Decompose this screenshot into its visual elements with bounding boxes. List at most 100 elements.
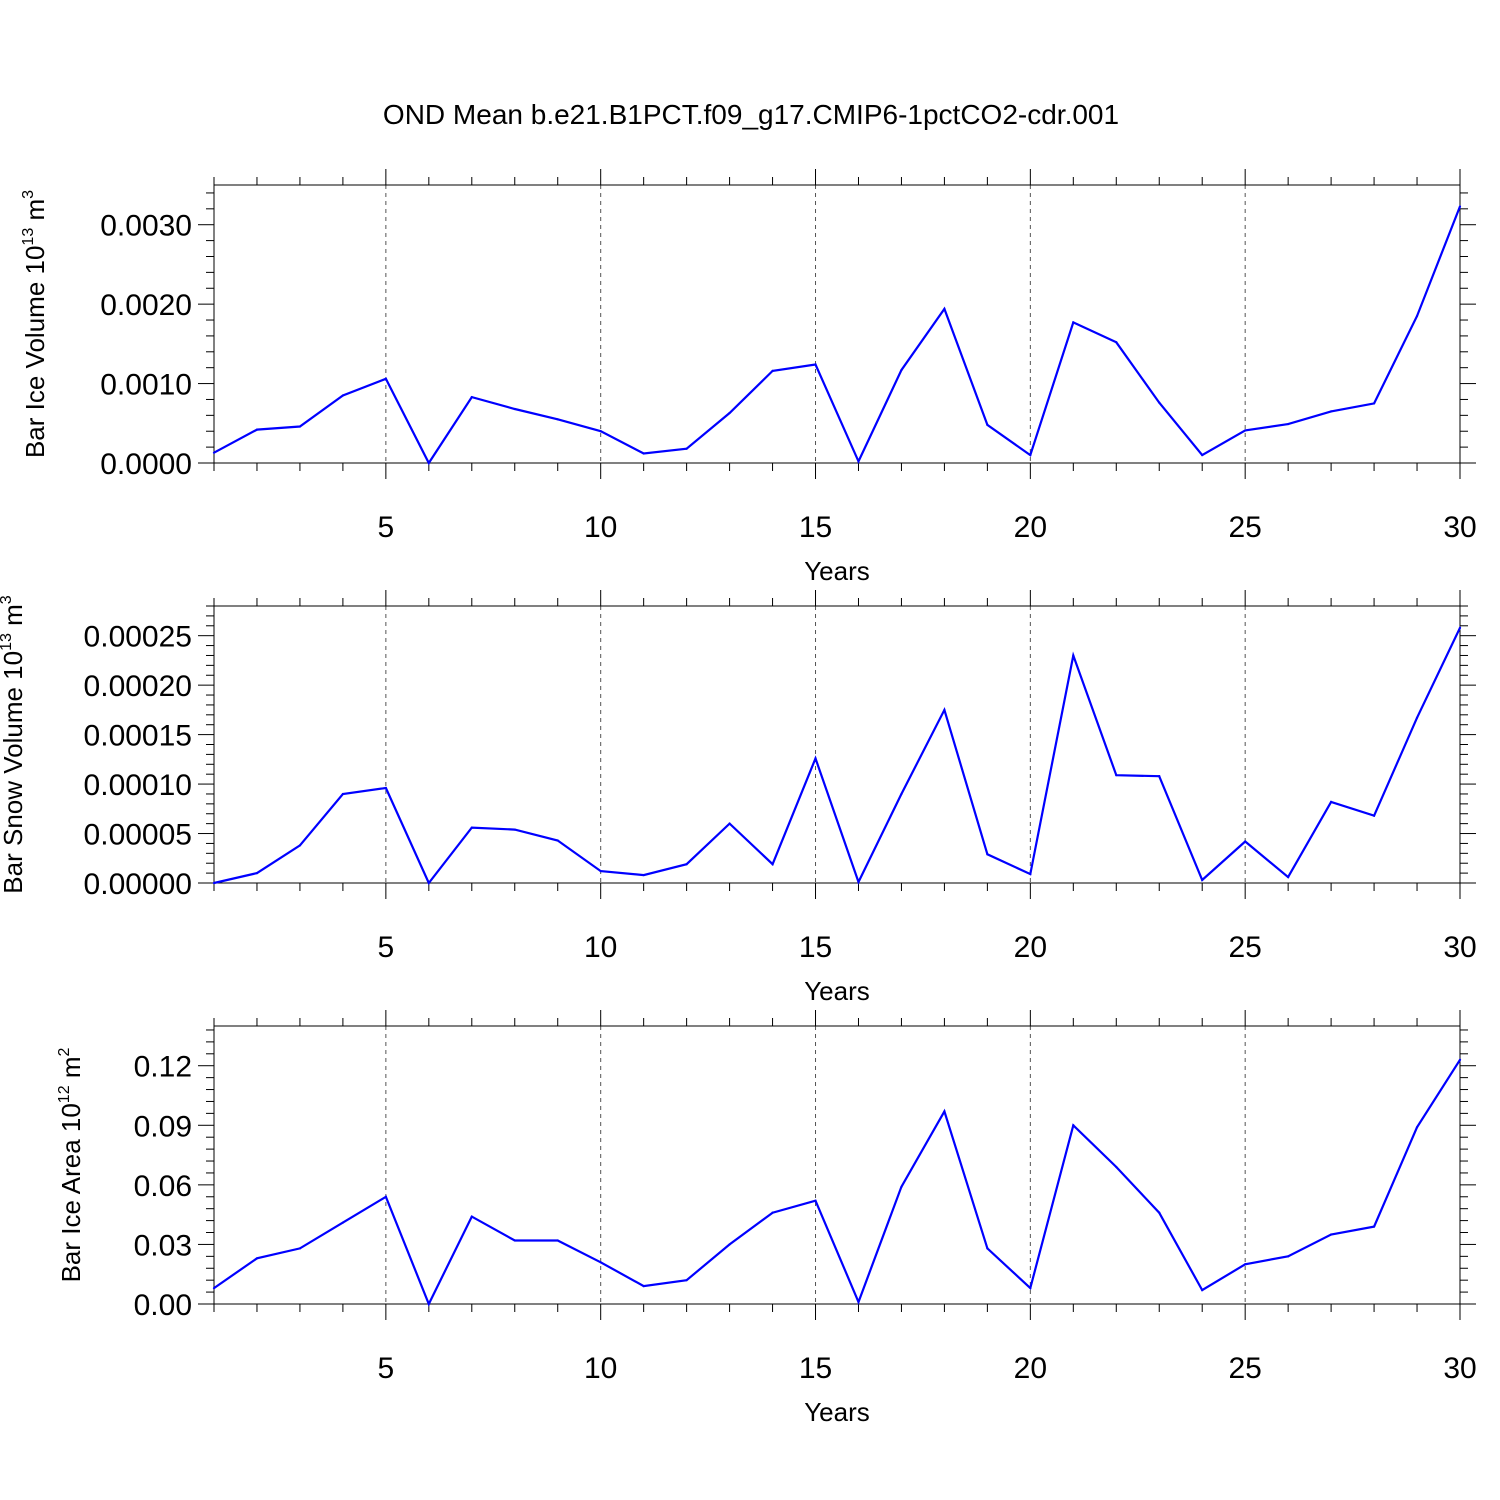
data-point: [814, 757, 817, 760]
data-point: [857, 880, 860, 884]
x-tick-label: 25: [1228, 931, 1261, 964]
data-point: [771, 1211, 774, 1214]
data-point: [384, 377, 387, 380]
x-tick-label: 20: [1014, 1352, 1047, 1385]
x-tick-label: 5: [378, 1352, 395, 1385]
data-point: [427, 1302, 430, 1306]
x-tick-label: 5: [378, 511, 395, 544]
data-point: [900, 792, 903, 796]
data-point: [212, 1287, 216, 1290]
data-point: [341, 792, 344, 796]
data-point: [642, 1285, 645, 1288]
y-tick-label: 0.09: [134, 1110, 192, 1143]
x-tick-label: 30: [1443, 511, 1476, 544]
x-tick-label: 20: [1014, 511, 1047, 544]
data-point: [986, 423, 989, 426]
data-point: [599, 430, 602, 433]
data-point: [900, 368, 903, 372]
data-point: [642, 873, 645, 877]
data-point: [427, 461, 430, 465]
data-point: [384, 786, 387, 790]
data-point: [1115, 774, 1118, 777]
data-point: [1458, 1058, 1462, 1061]
y-tick-label: 0.00025: [84, 621, 192, 654]
y-tick-label: 0.00000: [84, 868, 192, 901]
data-point: [1158, 401, 1161, 404]
y-tick-label: 0.0020: [100, 289, 192, 322]
y-axis-title: Bar Snow Volume 1013 m3: [0, 595, 28, 894]
data-point: [255, 872, 259, 875]
data-point: [1330, 800, 1333, 803]
data-point: [728, 1243, 731, 1246]
data-point: [1072, 654, 1075, 657]
x-tick-label: 10: [584, 511, 617, 544]
data-point: [685, 1279, 688, 1282]
data-point: [212, 881, 216, 885]
data-point: [986, 853, 989, 856]
x-tick-label: 10: [584, 1352, 617, 1385]
y-tick-label: 0.0030: [100, 210, 192, 243]
data-point: [255, 428, 259, 431]
data-point: [1201, 453, 1204, 457]
x-tick-label: 10: [584, 931, 617, 964]
data-point: [685, 863, 688, 866]
data-point: [1372, 814, 1376, 817]
data-point: [556, 1239, 559, 1242]
data-point: [212, 451, 216, 454]
data-point: [341, 1221, 344, 1224]
plot-frame: [213, 184, 1461, 464]
data-point: [1415, 716, 1419, 719]
y-tick-label: 0.12: [134, 1051, 192, 1084]
panel-2: 0.00000 0.00005 0.00010 0.00015 0.00020 0.000…: [0, 590, 1477, 1006]
data-point: [986, 1247, 989, 1250]
data-point: [470, 395, 473, 399]
x-tick-label: 15: [799, 931, 832, 964]
data-point: [255, 1257, 259, 1260]
plot-frame: [213, 1025, 1461, 1305]
data-point: [1029, 453, 1032, 457]
data-point: [1287, 875, 1290, 879]
data-point: [814, 1199, 817, 1202]
y-axis-title: Bar Ice Area 1012 m2: [56, 1047, 86, 1282]
data-point: [943, 1110, 946, 1113]
data-point: [1415, 314, 1419, 318]
data-point: [1115, 1165, 1118, 1169]
data-point: [599, 870, 602, 873]
x-tick-label: 5: [378, 931, 395, 964]
data-point: [728, 822, 731, 825]
data-point: [1115, 341, 1118, 344]
y-axis-title: Bar Ice Volume 1013 m3: [20, 190, 50, 458]
x-tick-label: 30: [1443, 931, 1476, 964]
data-point: [1201, 878, 1204, 882]
panels: 0.0000 0.0010 0.0020 0.0030 5 10 15 20 25 30 Years…: [0, 169, 1477, 1427]
data-point: [771, 369, 774, 372]
y-tick-label: 0.00015: [84, 720, 192, 753]
x-tick-label: 25: [1228, 511, 1261, 544]
data-point: [513, 407, 516, 411]
y-tick-label: 0.00005: [84, 819, 192, 852]
y-tick-label: 0.0010: [100, 369, 192, 402]
data-point: [341, 394, 344, 397]
y-tick-label: 0.0000: [100, 448, 192, 481]
x-tick-label: 15: [799, 1352, 832, 1385]
data-point: [1372, 1225, 1376, 1228]
data-point: [1287, 1255, 1290, 1258]
data-point: [857, 1300, 860, 1304]
data-point: [771, 863, 774, 866]
x-tick-label: 20: [1014, 931, 1047, 964]
data-point: [1072, 321, 1075, 324]
series-line: [213, 627, 1461, 886]
data-point: [298, 844, 302, 847]
x-axis-title: Years: [804, 976, 870, 1006]
data-point: [943, 307, 946, 311]
data-point: [900, 1185, 903, 1188]
data-point: [1372, 402, 1376, 405]
y-tick-label: 0.03: [134, 1229, 192, 1262]
y-tick-label: 0.06: [134, 1170, 192, 1203]
data-point: [685, 447, 688, 450]
data-point: [427, 881, 430, 885]
series-line: [213, 205, 1462, 466]
figure-title: OND Mean b.e21.B1PCT.f09_g17.CMIP6-1pctC…: [383, 99, 1119, 130]
